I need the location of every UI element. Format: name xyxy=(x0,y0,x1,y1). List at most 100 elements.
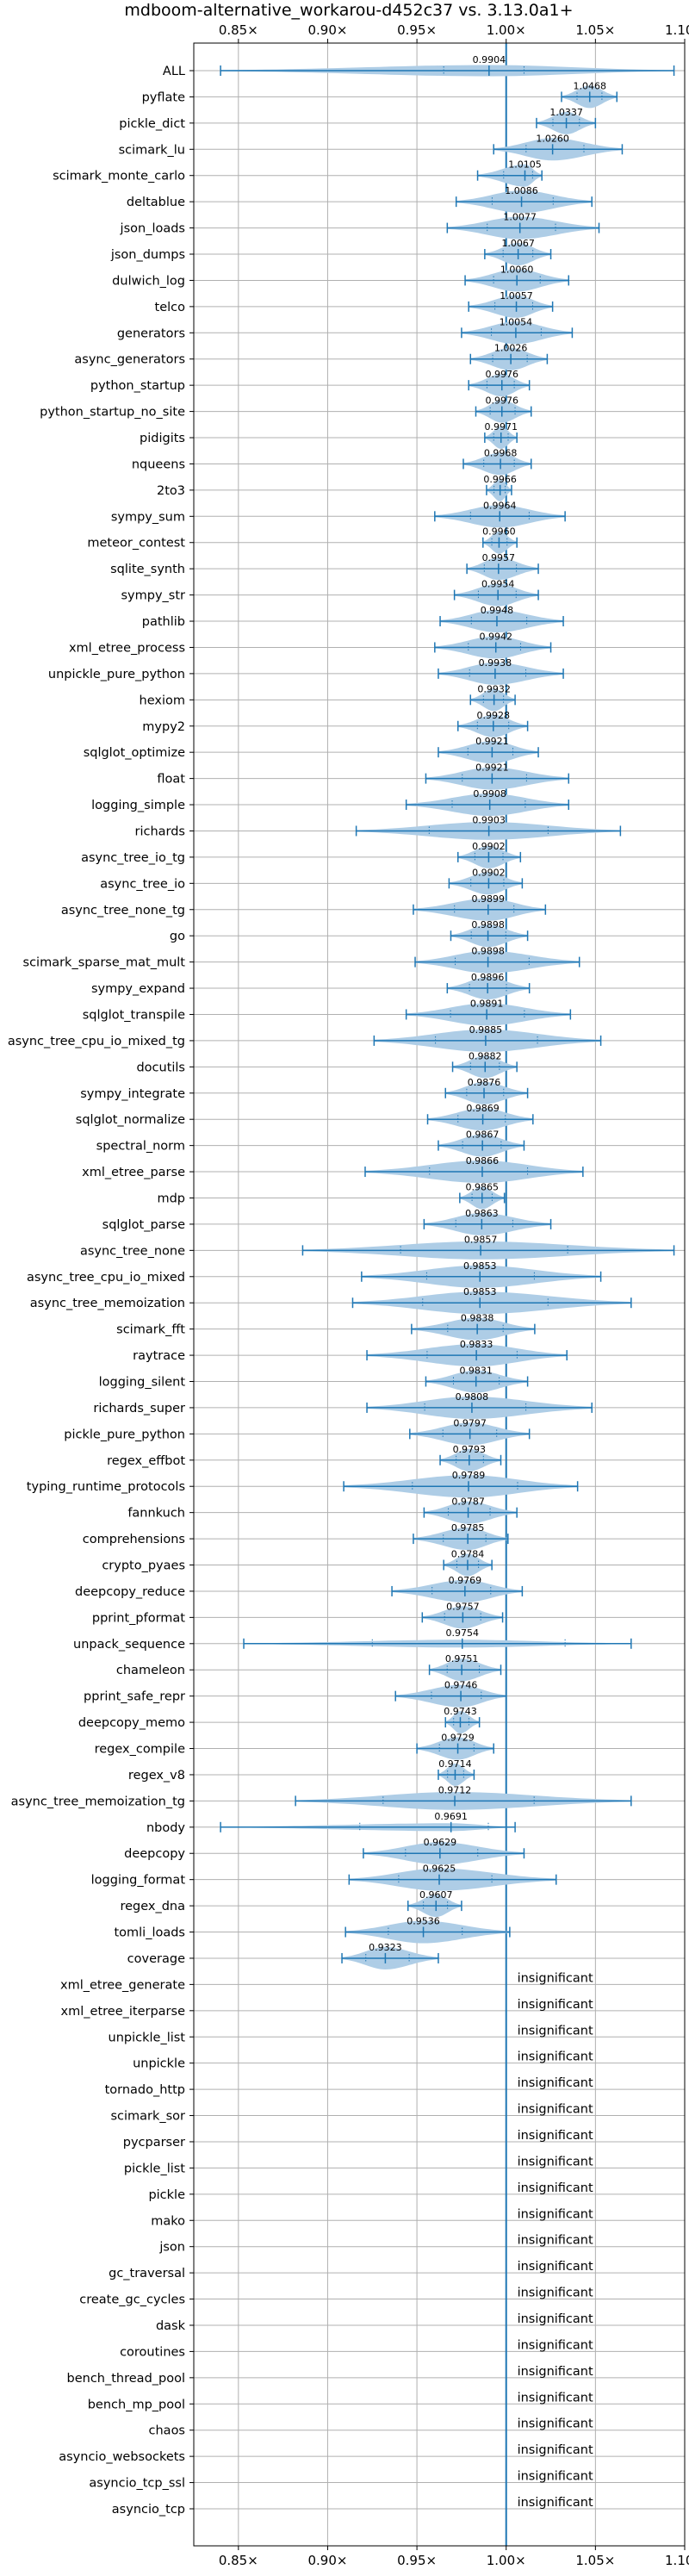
insignificant-label: insignificant xyxy=(518,2365,593,2379)
x-tick-label-bottom: 1.05× xyxy=(575,2553,615,2568)
category-label: pidigits xyxy=(140,432,185,445)
value-label: 0.9754 xyxy=(445,1627,479,1639)
value-label: 0.9885 xyxy=(469,1024,503,1036)
category-label: unpickle_pure_python xyxy=(48,668,185,681)
category-label: sqlite_synth xyxy=(110,563,185,576)
value-label: 0.9789 xyxy=(452,1470,486,1481)
label-layer: 0.85× 0.85× 0.90× 0.90× 0.95× 0.95× 1.00× 1.00×… xyxy=(8,22,689,2568)
category-label: json_dumps xyxy=(110,248,185,262)
category-label: chameleon xyxy=(116,1664,185,1677)
category-label: dulwich_log xyxy=(112,274,185,288)
value-label: 0.9908 xyxy=(473,788,506,800)
category-label: deltablue xyxy=(127,196,185,209)
x-tick-label-top: 1.10× xyxy=(665,22,689,38)
category-label: xml_etree_generate xyxy=(60,1978,185,1992)
category-label: scimark_fft xyxy=(116,1323,185,1337)
insignificant-label: insignificant xyxy=(518,2155,593,2168)
insignificant-label: insignificant xyxy=(518,2050,593,2064)
value-label: 0.9899 xyxy=(472,893,506,905)
category-label: sympy_integrate xyxy=(80,1087,185,1101)
category-label: python_startup_no_site xyxy=(40,406,185,420)
category-label: mypy2 xyxy=(142,720,185,734)
insignificant-label: insignificant xyxy=(518,2312,593,2326)
plot-frame xyxy=(193,42,686,2547)
category-label: scimark_monte_carlo xyxy=(53,170,185,184)
value-label: 0.9757 xyxy=(446,1601,480,1612)
value-label: 0.9960 xyxy=(482,526,516,538)
value-label: 0.9866 xyxy=(466,1155,500,1167)
category-label: float xyxy=(157,773,185,787)
category-label: telco xyxy=(155,301,186,314)
category-label: mdp xyxy=(157,1192,185,1205)
category-label: pprint_pformat xyxy=(92,1611,185,1625)
category-label: sympy_expand xyxy=(91,982,185,996)
category-label: coverage xyxy=(127,1952,185,1966)
category-label: async_tree_cpu_io_mixed xyxy=(27,1271,185,1285)
value-label: 0.9948 xyxy=(481,605,514,616)
value-label: 0.9865 xyxy=(465,1181,499,1192)
category-label: hexiom xyxy=(140,694,185,707)
category-label: async_tree_io xyxy=(100,877,185,891)
x-tick-label-top: 0.95× xyxy=(397,22,437,38)
category-label: async_tree_memoization_tg xyxy=(11,1795,185,1808)
insignificant-label: insignificant xyxy=(518,2287,593,2300)
value-label: 0.9863 xyxy=(465,1208,499,1219)
value-label: 0.9928 xyxy=(477,710,511,721)
value-label: 0.9853 xyxy=(463,1286,497,1297)
value-label: 0.9751 xyxy=(445,1653,479,1664)
category-label: unpickle_list xyxy=(109,2031,186,2044)
value-label: 0.9625 xyxy=(423,1864,456,1875)
value-label: 0.9629 xyxy=(424,1837,457,1848)
value-label: 0.9808 xyxy=(456,1391,489,1403)
violin-layer xyxy=(220,43,675,2546)
value-label: 0.9797 xyxy=(453,1417,487,1428)
value-label: 0.9891 xyxy=(470,998,504,1009)
insignificant-label: insignificant xyxy=(518,2234,593,2248)
value-label: 0.9964 xyxy=(483,500,517,511)
insignificant-label: insignificant xyxy=(518,1998,593,2012)
category-label: go xyxy=(170,930,185,943)
value-label: 0.9938 xyxy=(479,657,512,669)
value-label: 0.9902 xyxy=(472,867,506,878)
value-label: 0.9921 xyxy=(475,762,509,774)
value-label: 0.9714 xyxy=(438,1758,472,1770)
x-tick-label-bottom: 0.95× xyxy=(397,2553,437,2568)
category-label: pickle_dict xyxy=(119,117,185,131)
category-label: pickle_list xyxy=(124,2162,185,2175)
category-label: logging_format xyxy=(91,1874,186,1888)
value-label: 0.9857 xyxy=(464,1234,498,1245)
value-label: 0.9976 xyxy=(486,369,519,380)
category-label: 2to3 xyxy=(157,484,185,498)
x-tick-label-top: 1.05× xyxy=(575,22,615,38)
category-label: async_generators xyxy=(74,353,185,367)
category-label: async_tree_cpu_io_mixed_tg xyxy=(8,1035,185,1048)
value-label: 0.9904 xyxy=(473,54,506,65)
category-label: sympy_str xyxy=(121,589,186,603)
value-label: 0.9536 xyxy=(407,1916,440,1927)
value-label: 0.9793 xyxy=(453,1444,487,1455)
value-label: 0.9921 xyxy=(475,736,509,747)
category-label: logging_silent xyxy=(99,1376,186,1390)
value-label: 0.9932 xyxy=(477,683,511,694)
category-label: regex_v8 xyxy=(128,1769,185,1783)
category-label: dask xyxy=(156,2319,186,2333)
value-label: 0.9957 xyxy=(482,552,516,563)
value-label: 1.0468 xyxy=(573,80,606,91)
value-label: 0.9769 xyxy=(449,1575,482,1586)
value-label: 0.9968 xyxy=(484,447,518,458)
category-label: asyncio_websockets xyxy=(59,2450,185,2464)
category-label: coroutines xyxy=(120,2345,185,2359)
category-label: regex_compile xyxy=(95,1743,185,1757)
category-label: spectral_norm xyxy=(96,1140,185,1154)
value-label: 0.9691 xyxy=(434,1811,468,1822)
value-label: 1.0057 xyxy=(500,290,533,302)
category-label: sqlglot_transpile xyxy=(83,1008,185,1022)
insignificant-label: insignificant xyxy=(518,2129,593,2143)
category-label: chaos xyxy=(149,2424,185,2438)
insignificant-label: insignificant xyxy=(518,2181,593,2195)
insignificant-label: insignificant xyxy=(518,2443,593,2457)
category-label: pyflate xyxy=(142,90,185,104)
category-label: richards xyxy=(134,824,185,838)
category-label: meteor_contest xyxy=(87,537,185,551)
value-label: 0.9838 xyxy=(461,1313,494,1324)
